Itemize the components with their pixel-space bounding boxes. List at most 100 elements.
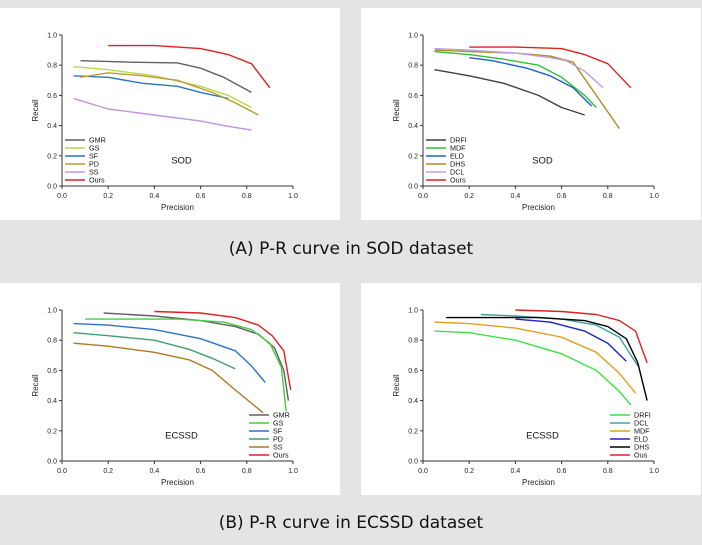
y-tick-label: 0.4 <box>408 123 418 130</box>
legend-label: MDF <box>634 427 650 436</box>
x-tick-label: 1.0 <box>288 193 298 200</box>
y-tick-label: 0.8 <box>47 338 57 345</box>
series-line-drfi <box>434 330 632 406</box>
y-tick-label: 0.0 <box>408 184 418 191</box>
x-axis-label: Precision <box>161 203 194 212</box>
y-tick-label: 0.8 <box>408 338 418 345</box>
chart-panel-sod-left: 0.0 0.2 0.4 0.6 0.8 1.0 0.0 0.2 0.4 0.6 0.8 1.0 Prec… <box>0 8 340 220</box>
series-line-ous <box>515 309 648 364</box>
y-axis-label: Recall <box>392 374 401 396</box>
chart-panel-ecssd-right: 0.0 0.2 0.4 0.6 0.8 1.0 0.0 0.2 0.4 0.6 0.8 1.0 Prec… <box>361 283 701 495</box>
y-tick-label: 0.6 <box>47 93 57 100</box>
dataset-label: SOD <box>532 155 553 166</box>
legend-label: DRFI <box>450 136 467 145</box>
x-tick-label: 1.0 <box>288 468 298 475</box>
x-tick-label: 0.2 <box>103 193 113 200</box>
legend-label: SS <box>89 168 99 177</box>
series-line-ss <box>73 342 264 414</box>
series-line-eld <box>469 57 593 107</box>
legend-label: ELD <box>634 435 648 444</box>
x-tick-label: 0.0 <box>418 468 428 475</box>
x-tick-label: 0.8 <box>603 193 613 200</box>
legend-label: SF <box>89 152 99 161</box>
y-tick-label: 0.6 <box>47 368 57 375</box>
legend-label: Ours <box>89 176 105 185</box>
legend-label: GMR <box>89 136 106 145</box>
dataset-label: SOD <box>171 155 192 166</box>
series-line-dcl <box>480 313 639 367</box>
x-tick-label: 0.8 <box>242 193 252 200</box>
legend-label: DRFI <box>634 411 651 420</box>
legend-label: PD <box>273 435 283 444</box>
series-line-sf <box>73 75 229 100</box>
dataset-label: ECSSD <box>526 430 559 441</box>
y-axis-label: Recall <box>392 99 401 121</box>
x-tick-label: 0.2 <box>103 468 113 475</box>
y-tick-label: 0.2 <box>408 153 418 160</box>
legend-label: DCL <box>634 419 648 428</box>
y-tick-label: 0.2 <box>408 428 418 435</box>
y-axis-label: Recall <box>31 99 40 121</box>
chart-panel-ecssd-left: 0.0 0.2 0.4 0.6 0.8 1.0 0.0 0.2 0.4 0.6 0.8 1.0 Prec… <box>0 283 340 495</box>
chart-svg: 0.0 0.2 0.4 0.6 0.8 1.0 0.0 0.2 0.4 0.6 0.8 1.0 Prec… <box>392 33 659 213</box>
legend-label: DHS <box>450 160 465 169</box>
chart-svg: 0.0 0.2 0.4 0.6 0.8 1.0 0.0 0.2 0.4 0.6 0.8 1.0 Prec… <box>31 308 298 488</box>
x-tick-label: 0.0 <box>418 193 428 200</box>
legend-label: SF <box>273 427 283 436</box>
series-line-ss <box>73 97 252 131</box>
legend-label: PD <box>89 160 99 169</box>
x-tick-label: 0.2 <box>464 193 474 200</box>
series-line-mdf <box>434 50 597 108</box>
series-line-ours <box>469 46 632 89</box>
legend-label: GS <box>89 144 100 153</box>
series-line-eld <box>515 318 627 362</box>
x-tick-label: 0.4 <box>150 468 160 475</box>
chart-svg: 0.0 0.2 0.4 0.6 0.8 1.0 0.0 0.2 0.4 0.6 0.8 1.0 Prec… <box>31 33 298 213</box>
y-tick-label: 0.0 <box>408 459 418 466</box>
legend-label: DCL <box>450 168 464 177</box>
series-line-gs <box>73 66 252 109</box>
x-tick-label: 0.6 <box>196 468 206 475</box>
legend-label: SS <box>273 443 283 452</box>
series-line-mdf <box>434 321 637 394</box>
series-line-gmr <box>80 60 252 94</box>
y-tick-label: 0.8 <box>408 63 418 70</box>
x-axis-label: Precision <box>522 203 555 212</box>
x-tick-label: 0.4 <box>511 468 521 475</box>
x-axis-label: Precision <box>161 478 194 487</box>
x-tick-label: 0.4 <box>150 193 160 200</box>
chart-svg: 0.0 0.2 0.4 0.6 0.8 1.0 0.0 0.2 0.4 0.6 0.8 1.0 Prec… <box>392 308 659 488</box>
x-tick-label: 0.6 <box>557 193 567 200</box>
x-tick-label: 0.8 <box>242 468 252 475</box>
x-tick-label: 0.6 <box>196 193 206 200</box>
y-tick-label: 0.4 <box>408 398 418 405</box>
y-tick-label: 1.0 <box>47 308 57 315</box>
x-tick-label: 1.0 <box>649 468 659 475</box>
y-tick-label: 0.0 <box>47 459 57 466</box>
series-line-ours <box>108 44 271 89</box>
x-tick-label: 1.0 <box>649 193 659 200</box>
y-tick-label: 1.0 <box>47 33 57 40</box>
series-line-drfi <box>434 69 585 116</box>
y-tick-label: 0.6 <box>408 368 418 375</box>
y-tick-label: 1.0 <box>408 308 418 315</box>
y-axis-label: Recall <box>31 374 40 396</box>
series-line-sf <box>73 322 266 383</box>
x-axis-label: Precision <box>522 478 555 487</box>
legend-label: MDF <box>450 144 466 153</box>
dataset-label: ECSSD <box>165 430 198 441</box>
legend-label: Ours <box>450 176 466 185</box>
legend-label: Ours <box>273 451 289 460</box>
legend-label: Ous <box>634 451 648 460</box>
y-tick-label: 0.6 <box>408 93 418 100</box>
x-tick-label: 0.4 <box>511 193 521 200</box>
y-tick-label: 0.2 <box>47 153 57 160</box>
legend-label: GS <box>273 419 284 428</box>
y-tick-label: 0.4 <box>47 123 57 130</box>
chart-panel-sod-right: 0.0 0.2 0.4 0.6 0.8 1.0 0.0 0.2 0.4 0.6 0.8 1.0 Prec… <box>361 8 701 220</box>
series-line-ours <box>154 310 292 391</box>
caption-top: (A) P-R curve in SOD dataset <box>228 239 474 259</box>
x-tick-label: 0.0 <box>57 468 67 475</box>
